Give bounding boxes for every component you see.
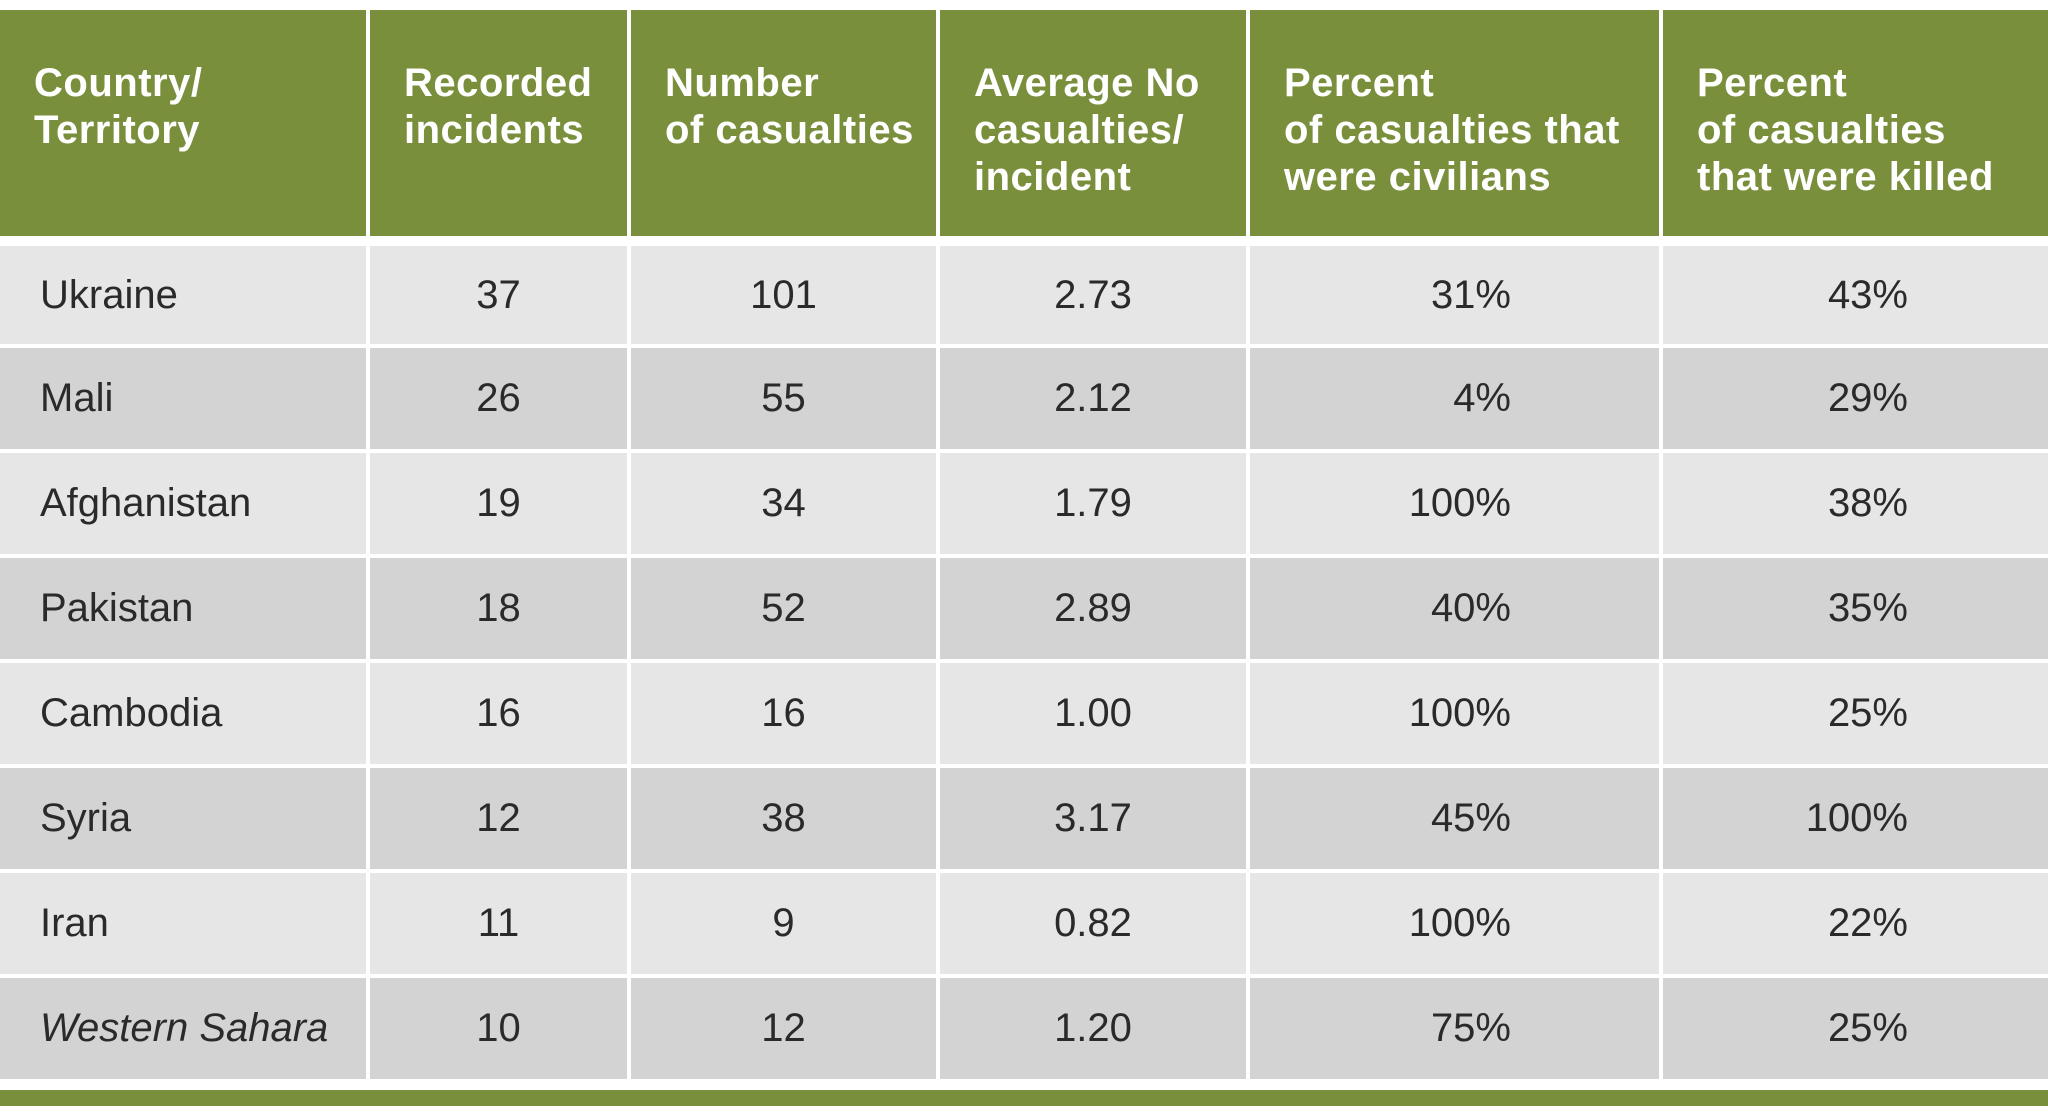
cell-average: 1.00	[938, 661, 1250, 768]
cell-country: Pakistan	[0, 556, 370, 663]
cell-average: 2.73	[938, 241, 1250, 348]
bottom-rule	[0, 1090, 2048, 1106]
column-header-average: Average No casualties/ incident	[938, 0, 1250, 246]
cell-killed-percent: 100%	[1661, 766, 2048, 873]
column-header-incidents: Recorded incidents	[368, 0, 631, 246]
cell-civilians-percent: 31%	[1248, 241, 1663, 348]
cell-incidents: 37	[368, 241, 631, 348]
cell-average: 0.82	[938, 871, 1250, 978]
cell-civilians-percent: 40%	[1248, 556, 1663, 663]
table-row: Ukraine 37 101 2.73 31% 43%	[0, 241, 2048, 348]
cell-average: 3.17	[938, 766, 1250, 873]
cell-civilians-percent: 45%	[1248, 766, 1663, 873]
cell-civilians-percent: 100%	[1248, 661, 1663, 768]
cell-civilians-percent: 100%	[1248, 451, 1663, 558]
cell-average: 2.12	[938, 346, 1250, 453]
cell-incidents: 18	[368, 556, 631, 663]
column-header-civilians: Percent of casualties that were civilian…	[1248, 0, 1663, 246]
cell-country: Ukraine	[0, 241, 370, 348]
cell-casualties: 34	[629, 451, 940, 558]
cell-incidents: 16	[368, 661, 631, 768]
cell-incidents: 11	[368, 871, 631, 978]
cell-casualties: 38	[629, 766, 940, 873]
cell-incidents: 19	[368, 451, 631, 558]
cell-civilians-percent: 75%	[1248, 976, 1663, 1083]
table-row: Syria 12 38 3.17 45% 100%	[0, 766, 2048, 873]
cell-country: Afghanistan	[0, 451, 370, 558]
cell-country: Iran	[0, 871, 370, 978]
cell-killed-percent: 29%	[1661, 346, 2048, 453]
cell-killed-percent: 22%	[1661, 871, 2048, 978]
table-row: Afghanistan 19 34 1.79 100% 38%	[0, 451, 2048, 558]
cell-incidents: 12	[368, 766, 631, 873]
cell-casualties: 16	[629, 661, 940, 768]
cell-killed-percent: 25%	[1661, 661, 2048, 768]
cell-casualties: 52	[629, 556, 940, 663]
cell-casualties: 9	[629, 871, 940, 978]
cell-killed-percent: 43%	[1661, 241, 2048, 348]
header-row: Country/ Territory Recorded incidents Nu…	[0, 0, 2048, 246]
cell-country: Cambodia	[0, 661, 370, 768]
cell-incidents: 26	[368, 346, 631, 453]
column-header-country: Country/ Territory	[0, 0, 370, 246]
cell-casualties: 55	[629, 346, 940, 453]
table-row: Western Sahara 10 12 1.20 75% 25%	[0, 976, 2048, 1083]
cell-average: 1.20	[938, 976, 1250, 1083]
cell-killed-percent: 38%	[1661, 451, 2048, 558]
casualty-table: Country/ Territory Recorded incidents Nu…	[0, 0, 2048, 1083]
table-row: Iran 11 9 0.82 100% 22%	[0, 871, 2048, 978]
cell-country: Western Sahara	[0, 976, 370, 1083]
column-header-casualties: Number of casualties	[629, 0, 940, 246]
table-body: Ukraine 37 101 2.73 31% 43% Mali 26 55 2.12 4% 29% A…	[0, 241, 2048, 1083]
cell-civilians-percent: 100%	[1248, 871, 1663, 978]
cell-average: 2.89	[938, 556, 1250, 663]
cell-civilians-percent: 4%	[1248, 346, 1663, 453]
column-header-killed: Percent of casualties that were killed	[1661, 0, 2048, 246]
table-row: Mali 26 55 2.12 4% 29%	[0, 346, 2048, 453]
cell-average: 1.79	[938, 451, 1250, 558]
cell-killed-percent: 25%	[1661, 976, 2048, 1083]
table-row: Pakistan 18 52 2.89 40% 35%	[0, 556, 2048, 663]
cell-casualties: 101	[629, 241, 940, 348]
cell-country: Syria	[0, 766, 370, 873]
cell-killed-percent: 35%	[1661, 556, 2048, 663]
cell-country: Mali	[0, 346, 370, 453]
cell-casualties: 12	[629, 976, 940, 1083]
table-row: Cambodia 16 16 1.00 100% 25%	[0, 661, 2048, 768]
cell-incidents: 10	[368, 976, 631, 1083]
table-header: Country/ Territory Recorded incidents Nu…	[0, 0, 2048, 246]
